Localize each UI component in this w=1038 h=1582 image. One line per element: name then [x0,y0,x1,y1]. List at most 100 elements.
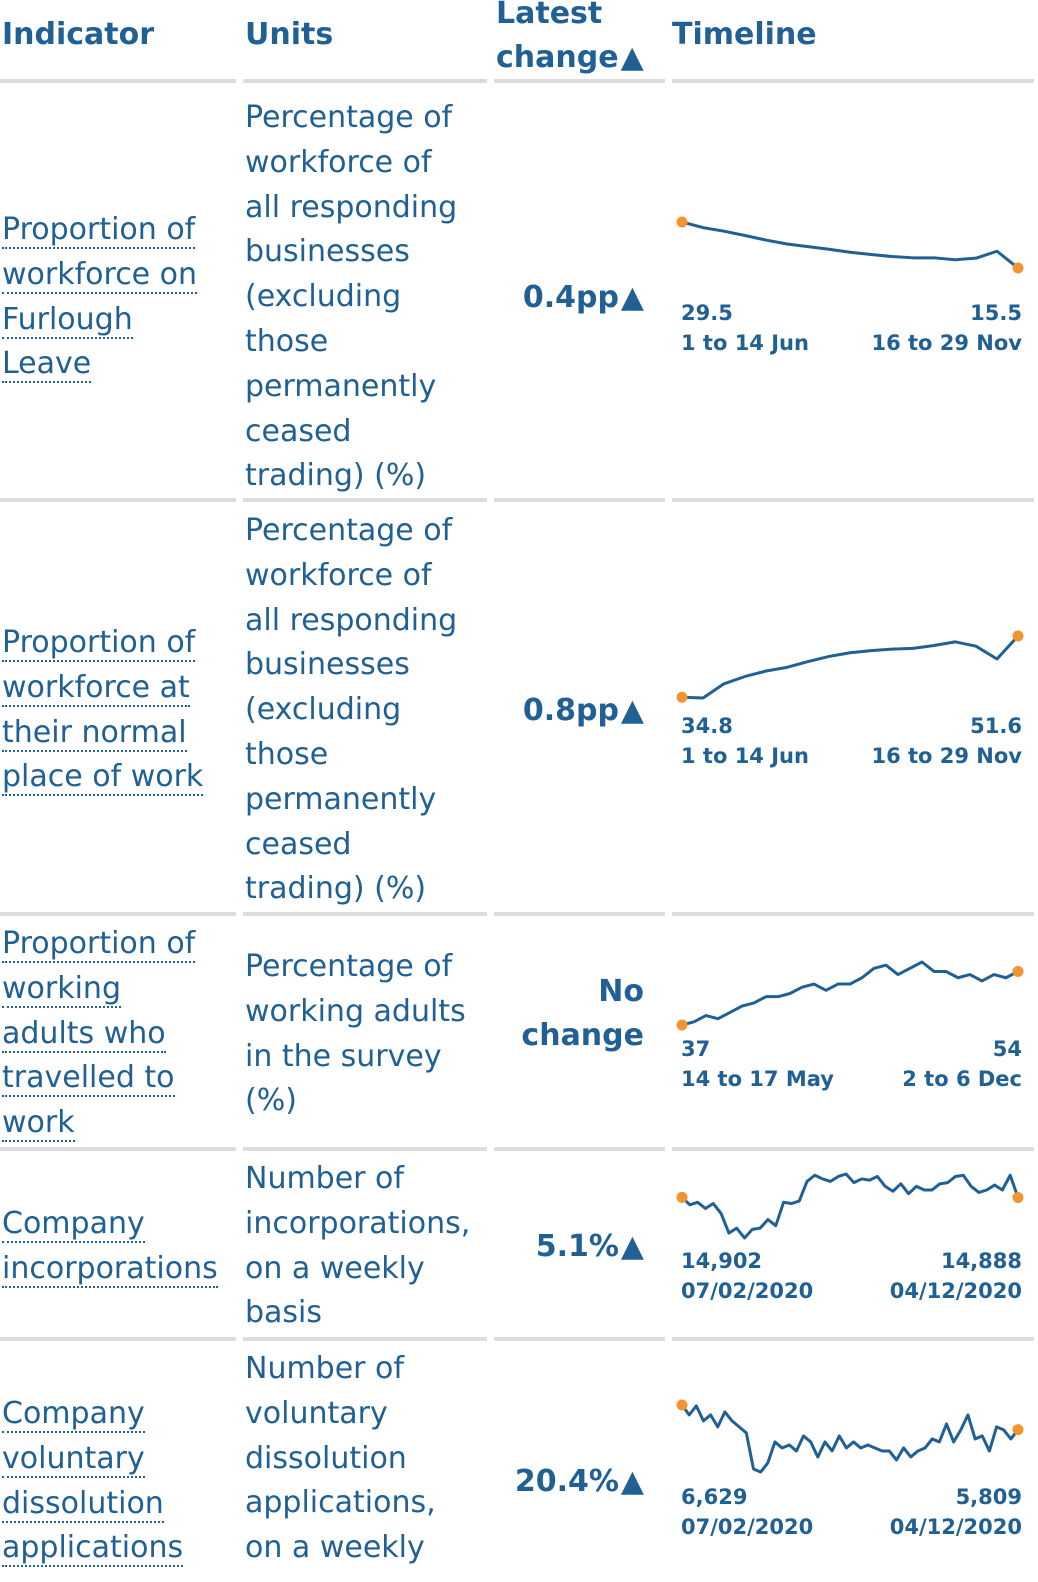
timeline-start-value: 37 [681,1037,711,1061]
indicator-link-line[interactable]: travelled to [2,1060,175,1098]
header-latest-line1: Latest [496,0,603,31]
row-divider [672,498,1034,502]
row-divider [494,912,665,916]
units-line: Percentage of [245,949,453,984]
units-line: (excluding [245,279,402,315]
units-line: Percentage of [245,100,453,135]
units-line: in the survey [245,1038,442,1074]
increase-arrow-icon: ▲ [620,693,644,728]
timeline-start-period: 1 to 14 Jun [681,331,809,355]
row-divider [243,498,487,502]
units-line: trading) (%) [245,871,427,907]
sparkline-end-point [1012,262,1024,274]
units-line: trading) (%) [245,458,427,494]
indicator-link-line[interactable]: work [2,1105,75,1143]
row-divider [672,912,1034,916]
row-divider [494,1337,665,1341]
units-line: ceased [245,826,352,862]
indicator-link-line[interactable]: working [2,970,121,1008]
timeline-start-value: 6,629 [681,1485,748,1509]
timeline-end-value: 5,809 [955,1485,1022,1509]
units-line: Percentage of [245,513,453,548]
indicator-link-line[interactable]: workforce at [2,669,190,707]
units-line: workforce of [245,557,432,593]
latest-change-value: 0.4pp▲ [494,276,644,320]
indicator-link[interactable]: Proportion of working adults who travelled … [2,922,238,1146]
units-line: applications, [245,1485,436,1521]
units-line: (%) [245,1083,297,1119]
units-line: workforce of [245,144,432,180]
units-line: basis [245,1295,323,1331]
indicator-link[interactable]: Proportion of workforce on Furlough Leave [2,208,238,387]
indicator-link-line[interactable]: workforce on [2,256,198,294]
row-divider [0,498,236,502]
row-divider [494,498,665,502]
latest-change-value: 5.1%▲ [494,1225,644,1269]
increase-arrow-icon: ▲ [620,280,644,315]
units-line: all responding [245,189,458,225]
increase-arrow-icon: ▲ [620,1229,644,1264]
timeline-start-period: 07/02/2020 [681,1279,814,1303]
row-divider [0,1337,236,1341]
sparkline-start-point [676,1019,688,1031]
indicator-link-line[interactable]: dissolution [2,1485,164,1523]
units-text: Percentage of workforce of all responding b… [245,96,485,499]
latest-change-text: 0.8pp [522,693,619,728]
units-line: permanently [245,368,437,404]
row-divider [672,1337,1034,1341]
units-line: voluntary [245,1395,388,1431]
indicator-link-line[interactable]: Proportion of [2,625,196,662]
units-line: on a weekly [245,1250,425,1286]
row-divider [243,1337,487,1341]
indicator-link-line[interactable]: Proportion of [2,926,196,963]
latest-change-word: No [598,974,644,1009]
sort-up-icon: ▲ [620,40,644,75]
units-text: Percentage of workforce of all responding b… [245,509,485,912]
timeline-end-period: 16 to 29 Nov [871,744,1022,768]
header-units: Units [245,17,334,52]
sparkline-end-point [1012,1424,1024,1436]
units-line: (excluding [245,692,402,728]
timeline-end-period: 04/12/2020 [889,1279,1022,1303]
units-line: those [245,736,329,772]
sparkline-path [681,634,1020,700]
indicator-link-line[interactable]: Furlough [2,301,133,339]
header-latest-change[interactable]: Latest change▲ [496,0,644,80]
units-text: Number of incorporations, on a weekly basis [245,1157,485,1336]
indicator-link[interactable]: Company incorporations [2,1202,238,1292]
indicator-link-line[interactable]: Leave [2,346,92,384]
units-line: dissolution [245,1440,407,1476]
indicator-link[interactable]: Company voluntary dissolution applications [2,1392,238,1571]
sparkline-start-point [676,1399,688,1411]
indicator-link-line[interactable]: applications [2,1530,184,1568]
indicator-link-line[interactable]: Company [2,1206,145,1243]
header-rule [672,79,1034,83]
indicator-link-line[interactable]: adults who [2,1015,166,1053]
sparkline-path [681,220,1019,270]
units-text: Number of voluntary dissolution application… [245,1347,485,1571]
row-divider [243,1147,487,1151]
indicator-link-line[interactable]: incorporations [2,1250,218,1288]
indicator-link[interactable]: Proportion of workforce at their normal pla… [2,621,238,800]
sparkline-start-point [676,691,688,703]
indicator-link-line[interactable]: Proportion of [2,212,196,249]
sparkline-start-point [676,1191,688,1203]
row-divider [0,912,236,916]
indicator-link-line[interactable]: their normal [2,714,187,752]
sparkline-end-point [1012,630,1024,642]
indicator-link-line[interactable]: Company [2,1396,145,1433]
timeline-sparkline [676,960,1024,1031]
timeline-start-period: 1 to 14 Jun [681,744,809,768]
header-rule [0,79,236,83]
latest-change-value: 20.4%▲ [494,1460,644,1504]
indicator-link-line[interactable]: voluntary [2,1440,145,1478]
timeline-start-period: 14 to 17 May [681,1067,834,1091]
indicator-link-line[interactable]: place of work [2,759,204,797]
timeline-end-value: 15.5 [970,301,1022,325]
timeline-start-value: 14,902 [681,1249,763,1273]
timeline-end-period: 2 to 6 Dec [902,1067,1022,1091]
units-line: incorporations, [245,1205,471,1241]
timeline-end-period: 16 to 29 Nov [871,331,1022,355]
timeline-sparkline [676,1172,1024,1240]
units-line: all responding [245,602,458,638]
